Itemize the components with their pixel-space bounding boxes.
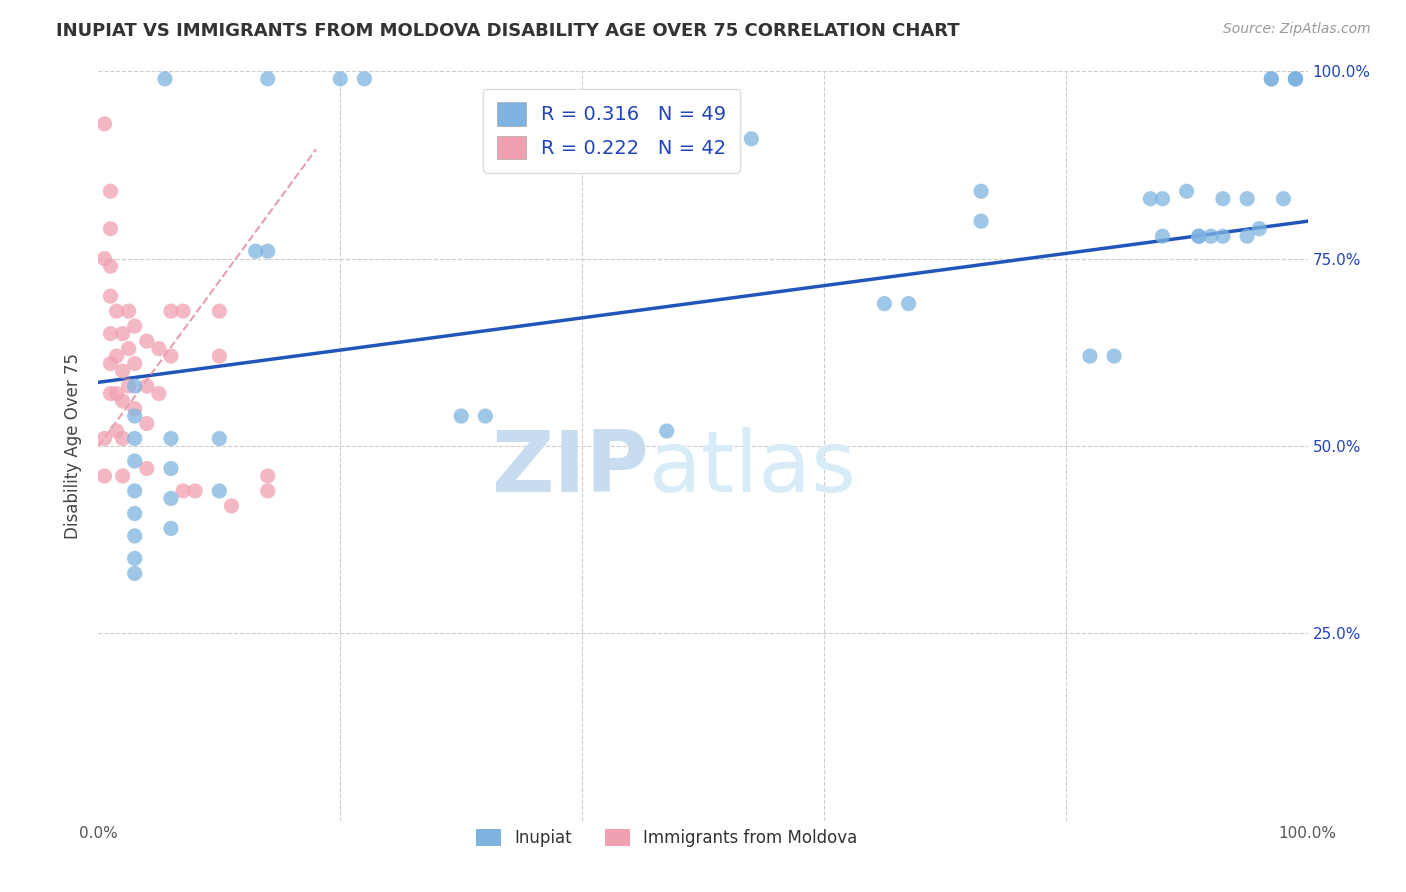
Point [184,483,207,498]
Point [124,507,146,521]
Point [970,214,993,228]
Point [135,334,157,348]
Point [111,469,134,483]
Point [1284,71,1306,86]
Point [160,432,183,446]
Point [118,379,141,393]
Point [1260,71,1282,86]
Point [124,454,146,468]
Point [1284,71,1306,86]
Point [1272,192,1295,206]
Point [111,364,134,378]
Point [208,349,231,363]
Point [124,432,146,446]
Point [160,349,183,363]
Point [1175,184,1198,198]
Point [160,304,183,318]
Point [124,319,146,334]
Point [124,529,146,543]
Point [353,71,375,86]
Point [208,304,231,318]
Text: Source: ZipAtlas.com: Source: ZipAtlas.com [1223,22,1371,37]
Point [1236,229,1258,244]
Point [655,424,678,438]
Y-axis label: Disability Age Over 75: Disability Age Over 75 [65,353,83,539]
Point [873,296,896,310]
Point [135,417,157,431]
Point [1249,221,1271,235]
Point [100,386,122,401]
Point [93,469,115,483]
Point [111,432,134,446]
Point [135,379,157,393]
Point [970,184,993,198]
Point [1212,192,1234,206]
Point [1212,229,1234,244]
Point [256,483,278,498]
Point [1199,229,1222,244]
Point [105,386,128,401]
Point [1236,192,1258,206]
Point [100,184,122,198]
Point [1284,71,1306,86]
Point [124,357,146,371]
Point [1152,229,1174,244]
Point [256,469,278,483]
Point [118,342,141,356]
Point [208,432,231,446]
Point [172,483,194,498]
Point [100,259,122,273]
Point [208,483,231,498]
Point [474,409,496,423]
Point [450,409,472,423]
Point [100,326,122,341]
Point [105,349,128,363]
Point [105,424,128,438]
Point [111,394,134,409]
Point [111,326,134,341]
Point [256,71,278,86]
Point [1260,71,1282,86]
Point [148,342,170,356]
Point [124,379,146,393]
Point [160,491,183,506]
Point [100,221,122,235]
Point [221,499,243,513]
Point [124,409,146,423]
Point [124,551,146,566]
Point [118,304,141,318]
Point [124,401,146,416]
Point [124,566,146,581]
Text: ZIP: ZIP [491,427,648,510]
Point [93,117,115,131]
Point [1152,192,1174,206]
Point [93,252,115,266]
Point [160,461,183,475]
Point [256,244,278,259]
Point [172,304,194,318]
Text: atlas: atlas [648,427,856,510]
Point [1078,349,1101,363]
Point [105,304,128,318]
Point [1139,192,1161,206]
Point [329,71,352,86]
Point [93,432,115,446]
Point [153,71,176,86]
Point [1188,229,1211,244]
Point [1188,229,1211,244]
Point [740,132,762,146]
Point [245,244,267,259]
Point [100,357,122,371]
Point [148,386,170,401]
Point [897,296,920,310]
Point [135,461,157,475]
Point [1102,349,1125,363]
Point [100,289,122,303]
Point [160,521,183,535]
Legend: Inupiat, Immigrants from Moldova: Inupiat, Immigrants from Moldova [470,822,865,854]
Point [124,483,146,498]
Text: INUPIAT VS IMMIGRANTS FROM MOLDOVA DISABILITY AGE OVER 75 CORRELATION CHART: INUPIAT VS IMMIGRANTS FROM MOLDOVA DISAB… [56,22,960,40]
